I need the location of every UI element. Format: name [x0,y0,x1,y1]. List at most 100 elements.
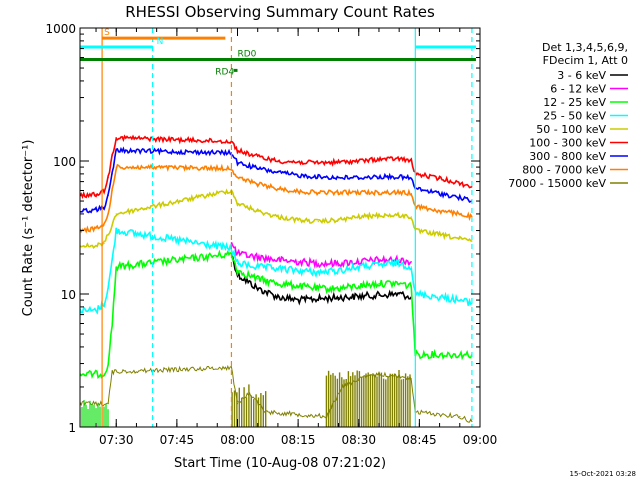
x-tick-label-4: 08:30 [341,433,376,447]
series-1-point-7 [358,261,360,263]
series-6-point-13 [358,177,360,179]
series-6-point-5 [115,149,117,152]
series-4-point-18 [439,233,441,236]
series-8-point-3 [230,366,232,369]
series-1-point-10 [410,261,412,263]
legend-header-1: FDecim 1, Att 0 [543,54,628,67]
x-tick-label-5: 08:45 [402,433,437,447]
flag-label-3: RD0 [237,49,256,59]
series-5-point-12 [337,161,340,163]
series-6-point-2 [103,206,105,208]
x-tick-label-1: 07:45 [160,433,195,447]
series-5-point-5 [115,137,117,139]
series-layer [80,134,473,427]
series-line-5 [80,134,473,200]
series-2-point-18 [459,354,461,356]
y-axis-label: Count Rate (s⁻¹ detector⁻¹) [21,140,36,317]
series-4 [80,188,473,249]
series-1 [230,241,412,269]
series-3-point-7 [236,262,239,264]
series-2-point-3 [111,322,113,325]
series-5-point-18 [439,177,441,179]
flag-label-1: N [157,37,164,47]
series-7-point-1 [95,228,97,230]
x-tick-label-2: 08:00 [220,433,255,447]
series-0-point-3 [277,296,279,298]
series-3-point-12 [337,270,340,272]
series-3-point-9 [277,268,279,270]
series-5 [80,134,473,200]
series-6-point-15 [398,176,400,178]
series-8-point-14 [459,415,461,418]
series-6-point-14 [378,176,380,178]
series-2-point-11 [337,287,340,290]
series-6-point-18 [439,192,441,195]
series-6-point-8 [257,167,259,169]
series-5-point-3 [107,177,109,179]
series-line-6 [80,146,473,214]
series-3-point-8 [257,266,259,268]
series-7-point-5 [115,166,117,168]
series-4-point-19 [459,238,461,240]
y-tick-label-3: 1000 [45,22,76,36]
series-7-point-8 [257,183,259,185]
legend-label-4: 50 - 100 keV [536,123,606,136]
series-5-point-9 [277,160,279,162]
series-2-point-6 [236,270,239,272]
series-7-point-19 [459,213,461,215]
series-8-point-12 [410,378,412,380]
series-3-point-3 [107,287,109,290]
legend-label-2: 12 - 25 keV [543,96,606,109]
series-5-point-1 [95,193,97,196]
series-4-point-3 [107,233,109,236]
series-3-point-5 [115,229,117,232]
legend-header-0: Det 1,3,4,5,6,9, [542,41,628,54]
flag-label-4: RD4 [215,67,234,77]
legend-label-7: 800 - 7000 keV [522,164,606,177]
series-1-point-5 [317,262,319,264]
series-4-point-10 [297,219,299,221]
series-7-point-4 [111,189,113,192]
series-2-point-12 [358,285,360,287]
series-4-point-16 [410,216,412,218]
series-0-point-2 [257,287,259,290]
series-6-point-19 [459,197,461,199]
series-3-point-13 [358,266,360,268]
series-0-point-7 [358,295,360,297]
series-2 [80,249,473,380]
axes-layer: 07:30 07:45 08:00 08:15 08:30 08:45 09:00 1 10 10… [45,22,497,447]
series-6-point-10 [297,174,299,176]
y-tick-label-1: 10 [61,288,76,302]
series-1-point-9 [398,259,400,261]
series-7-point-12 [337,191,340,194]
legend-label-3: 25 - 50 keV [543,110,606,123]
series-7-point-9 [277,188,279,190]
series-line-1 [230,241,412,269]
series-line-2 [80,249,473,380]
series-8-point-2 [111,371,113,373]
series-3-point-20 [471,302,473,304]
plot-frame [79,27,481,428]
legend: Det 1,3,4,5,6,9,FDecim 1, Att 0 3 - 6 keV… [508,41,628,190]
series-line-3 [80,227,473,315]
legend-label-6: 300 - 800 keV [529,150,606,163]
series-6-point-7 [236,162,239,164]
series-4-point-20 [471,240,473,242]
series-6-point-6 [230,152,232,154]
series-0-point-4 [297,299,299,301]
series-3-point-19 [459,299,461,301]
series-1-point-4 [297,261,299,263]
series-4-point-2 [103,242,105,244]
legend-label-1: 6 - 12 keV [550,83,606,96]
series-1-point-2 [257,256,259,258]
flag-label-0: S [104,28,110,38]
series-3-point-4 [111,259,113,261]
series-4-point-11 [317,221,319,223]
series-3-point-16 [410,266,412,268]
series-line-0 [230,254,412,306]
series-0-point-8 [378,294,380,296]
series-4-point-1 [95,245,97,247]
x-tick-label-0: 07:30 [99,433,134,447]
series-2-point-2 [107,362,109,365]
